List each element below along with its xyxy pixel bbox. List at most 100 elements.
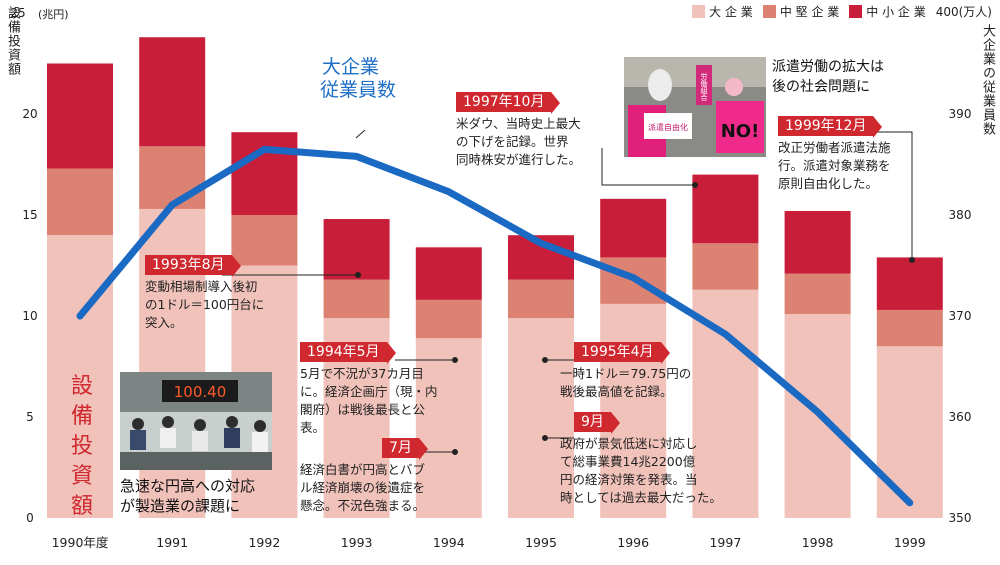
bar-segment-small — [139, 37, 206, 147]
bar-segment-small — [600, 198, 667, 258]
employee-line — [76, 145, 914, 507]
event-text-line: の下げを記録。世界 — [456, 134, 569, 149]
protest-photo: 労働組合 派遣自由化 NO! — [624, 57, 766, 157]
x-tick-label: 1998 — [802, 535, 834, 550]
x-tick-label: 1997 — [709, 535, 741, 550]
bar-segment-large — [47, 235, 113, 518]
leader-1999-dec — [870, 131, 913, 260]
event-1993-aug: 1993年8月 変動相場制導入後初 の1ドル＝100円台に 突入。 — [145, 255, 264, 332]
y-tick-label: 15 — [22, 208, 37, 222]
event-text-line: 時としては過去最大だった。 — [560, 490, 722, 505]
x-tick-label: 1992 — [248, 535, 280, 550]
event-tag: 7月 — [382, 438, 428, 460]
bar-segment-large — [415, 338, 482, 518]
legend-large-label: 大 企 業 — [709, 5, 753, 19]
event-text-line: ル経済崩壊の後遺症を — [300, 480, 426, 495]
bar-label-char: 備 — [70, 404, 93, 429]
y-tick-label: 0 — [26, 511, 34, 525]
bar-label-char: 投 — [70, 434, 93, 459]
event-text-line: 原則自由化した。 — [778, 176, 879, 191]
line-series-label: 大企業 従業員数 — [320, 56, 396, 102]
event-text-line: 行。派遣対象業務を — [778, 158, 891, 173]
event-text-line: に。経済企画庁（現・内 — [300, 384, 438, 399]
trading-room-illustration: 100.40 — [120, 372, 272, 470]
bar-category-label: 設 備 投 資 額 — [70, 372, 94, 522]
leader-dot — [692, 182, 698, 188]
sign-text-2: 労働組合 — [700, 72, 708, 102]
event-text-line: 突入。 — [145, 315, 183, 330]
y-tick-label: 20 — [22, 107, 37, 121]
event-1995-sep: 9月 政府が景気低迷に対応し て総事業費14兆2200億 円の経済対策を発表。当… — [560, 412, 722, 507]
bar-segment-mid — [47, 168, 113, 236]
event-text-line: 米ダウ、当時史上最大 — [456, 116, 581, 131]
x-tick-label: 1990年度 — [52, 535, 109, 550]
y2-tick-label: 380 — [949, 208, 972, 222]
event-tag: 1994年5月 — [300, 342, 396, 364]
y2-tick-label: 350 — [949, 511, 972, 525]
bar-segment-mid — [231, 215, 298, 266]
legend-large: 大 企 業 — [692, 3, 753, 20]
event-text-line: て総事業費14兆2200億 — [560, 454, 696, 469]
bar-segment-mid — [876, 309, 943, 347]
event-1994-jul: 7月 経済白書が円高とバブ ル経済崩壊の後遺症を 懸念。不況色強まる。 — [300, 438, 428, 515]
legend-swatch-large — [692, 5, 706, 18]
bar-segment-small — [231, 132, 298, 215]
leader-dot — [452, 357, 458, 363]
event-1995-apr: 1995年4月 一時1ドル＝79.75円の 戦後最高値を記録。 — [560, 342, 691, 401]
y-tick-label: 25 — [10, 6, 25, 20]
bar-segment-large — [600, 303, 667, 518]
event-text-line: 戦後最高値を記録。 — [560, 384, 673, 399]
legend-swatch-mid — [762, 5, 776, 18]
event-text-line: 変動相場制導入後初 — [145, 279, 258, 294]
legend-mid-label: 中 堅 企 業 — [779, 5, 840, 19]
event-text-line: の1ドル＝100円台に — [145, 297, 265, 312]
event-1999-dec: 1999年12月 改正労働者派遣法施 行。派遣対象業務を 原則自由化した。 — [778, 116, 891, 193]
event-text-line: 5月で不況が37カ月目 — [300, 366, 424, 381]
bar-segment-small — [415, 247, 482, 300]
photo-caption-left: 急速な円高への対応 が製造業の課題に — [120, 476, 255, 516]
legend-small: 中 小 企 業 400(万人) — [849, 3, 992, 20]
event-tag: 1999年12月 — [778, 116, 883, 138]
event-1994-may: 1994年5月 5月で不況が37カ月目 に。経済企画庁（現・内 閣府）は戦後最長… — [300, 342, 438, 437]
legend-employee-unit: 400(万人) — [935, 5, 992, 19]
event-text-line: 経済白書が円高とバブ — [300, 462, 426, 477]
right-axis-title: 大企業の従業員数 — [980, 24, 995, 136]
bar-label-char: 額 — [70, 494, 93, 519]
caption-right-line2: 後の社会問題に — [772, 79, 870, 95]
protest-illustration: 労働組合 派遣自由化 NO! — [624, 57, 766, 157]
event-text-line: 閣府）は戦後最長と公 — [300, 402, 426, 417]
x-tick-label: 1991 — [156, 535, 188, 550]
event-tag: 1997年10月 — [456, 92, 561, 114]
caption-left-line2: が製造業の課題に — [120, 497, 241, 515]
bar-segment-mid — [415, 299, 482, 339]
event-tag: 9月 — [574, 412, 620, 434]
legend-swatch-small — [849, 5, 863, 18]
x-tick-label: 1996 — [617, 535, 649, 550]
leader-dot — [355, 272, 361, 278]
y2-tick-label: 360 — [949, 410, 972, 424]
event-text-line: 一時1ドル＝79.75円の — [560, 366, 692, 381]
event-tag: 1995年4月 — [574, 342, 670, 364]
leader-dot — [909, 257, 915, 263]
bar-segment-large — [508, 318, 574, 518]
bar-segment-mid — [692, 243, 759, 290]
legend: 大 企 業 中 堅 企 業 中 小 企 業 400(万人) — [692, 3, 992, 20]
event-tag: 1993年8月 — [145, 255, 241, 277]
event-1997-oct: 1997年10月 米ダウ、当時史上最大 の下げを記録。世界 同時株安が進行した。 — [456, 92, 581, 169]
x-tick-label: 1994 — [433, 535, 465, 550]
leader-dot — [452, 449, 458, 455]
bar-segment-mid — [323, 279, 390, 319]
leader-line-label — [355, 129, 366, 139]
bar-segment-small — [47, 63, 113, 169]
y-tick-label: 5 — [26, 410, 34, 424]
legend-mid: 中 堅 企 業 — [762, 3, 840, 20]
event-text-line: 同時株安が進行した。 — [456, 152, 582, 167]
sign-text-1: 派遣自由化 — [648, 122, 688, 132]
y2-tick-label: 390 — [949, 107, 972, 121]
bar-segment-small — [784, 210, 851, 274]
event-text-line: 政府が景気低迷に対応し — [560, 436, 698, 451]
bar-segment-small — [323, 219, 390, 280]
x-tick-label: 1999 — [894, 535, 926, 550]
trading-room-photo: 100.40 — [120, 372, 272, 470]
bar-segment-mid — [139, 146, 206, 209]
